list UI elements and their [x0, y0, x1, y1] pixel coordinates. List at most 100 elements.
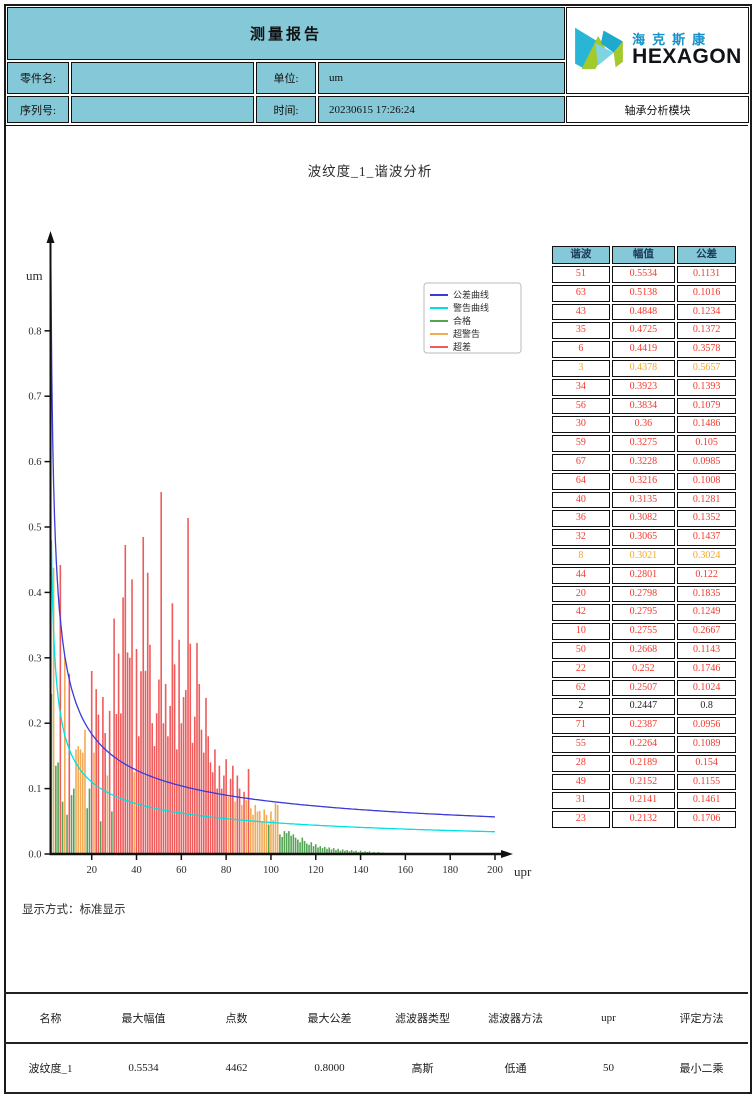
harmonic-cell: 63	[552, 284, 610, 302]
harmonic-cell: 0.3082	[611, 510, 676, 528]
x-tick-label: 80	[221, 865, 232, 876]
harmonic-bar	[323, 846, 326, 854]
harmonic-bar	[234, 801, 236, 854]
harmonic-cell: 0.2264	[611, 735, 676, 753]
harmonic-bar	[131, 579, 133, 854]
harmonic-table: 谐波 幅值 公差 51 0.5534 0.1131 63 0.5138 0.1016 43 0…	[550, 244, 738, 830]
summary-data-cell: 50	[603, 1062, 614, 1074]
y-axis-unit: um	[26, 268, 43, 283]
harmonic-bar	[133, 772, 136, 854]
harmonic-bar	[129, 657, 131, 854]
harmonic-table-body: 51 0.5534 0.1131 63 0.5138 0.1016 43 0.4848 0.12…	[552, 266, 736, 828]
harmonic-bar	[193, 716, 196, 854]
y-axis-arrow	[46, 231, 55, 243]
harmonic-bar	[207, 736, 210, 854]
harmonic-row: 63 0.5138 0.1016	[552, 284, 736, 302]
harmonic-cell: 35	[552, 322, 610, 340]
harmonic-bar	[294, 837, 297, 854]
harmonic-bar	[182, 697, 185, 854]
harmonic-cell: 0.2507	[611, 679, 676, 697]
harmonic-cell: 0.1024	[677, 679, 736, 697]
harmonic-cell: 0.2668	[611, 641, 676, 659]
harmonic-bar	[337, 848, 339, 854]
x-tick-label: 160	[398, 865, 414, 876]
harmonic-cell: 28	[552, 754, 610, 772]
harmonic-row: 44 0.2801 0.122	[552, 566, 736, 584]
harmonic-bar	[232, 765, 234, 854]
x-tick-label: 40	[131, 865, 142, 876]
harmonic-row: 36 0.3082 0.1352	[552, 510, 736, 528]
harmonic-row: 32 0.3065 0.1437	[552, 529, 736, 546]
harmonic-bar	[158, 679, 160, 854]
harmonic-bar	[135, 648, 138, 854]
harmonic-bar	[164, 683, 167, 854]
harmonic-cell: 0.1437	[677, 529, 736, 546]
harmonic-bar	[258, 810, 261, 854]
summary-data-row: 波纹度_1 0.5534 4462 0.8000 高斯 低通 50 最小二乘	[4, 1042, 748, 1092]
unit-label: 单位:	[256, 62, 316, 94]
harmonic-bar	[198, 683, 201, 854]
content-divider	[4, 125, 748, 126]
harmonic-cell: 0.3578	[677, 341, 736, 358]
harmonic-bar	[187, 517, 189, 854]
harmonic-bar	[79, 749, 82, 854]
harmonic-bar	[142, 536, 145, 854]
harmonic-row: 34 0.3923 0.1393	[552, 378, 736, 396]
harmonic-cell: 0.154	[677, 754, 736, 772]
harmonic-bar	[176, 749, 178, 854]
harmonic-bar	[115, 713, 118, 854]
harmonic-bar	[314, 844, 317, 854]
harmonic-bar	[52, 567, 55, 854]
harmonic-bar	[153, 746, 156, 854]
harmonic-bar	[339, 850, 342, 854]
harmonic-bar	[185, 690, 187, 854]
harmonic-bar	[254, 804, 257, 854]
harmonic-bar	[180, 723, 183, 854]
summary-data-cell: 0.8000	[314, 1062, 345, 1074]
harmonic-bar	[303, 840, 306, 854]
y-tick-label: 0.6	[28, 457, 41, 468]
harmonic-bar	[70, 795, 73, 854]
harmonic-bar	[205, 697, 207, 854]
y-tick-label: 0.3	[28, 653, 41, 664]
harmonic-row: 28 0.2189 0.154	[552, 754, 736, 772]
x-tick-label: 60	[176, 865, 187, 876]
harmonic-bar	[241, 804, 243, 854]
harmonic-cell: 10	[552, 623, 610, 640]
harmonic-chart: 0.0 0.1 0.2 0.3 0.4 0.5 0.6 0.7 0.8 20 40 60 80 100 12…	[26, 231, 532, 879]
harmonic-cell: 0.1234	[677, 303, 736, 321]
harmonic-cell: 0.1281	[677, 491, 736, 509]
harmonic-bar	[95, 689, 97, 854]
harmonic-cell: 0.1393	[677, 378, 736, 396]
harmonic-bar	[288, 831, 290, 854]
harmonic-row: 2 0.2447 0.8	[552, 698, 736, 716]
harmonic-bar	[283, 831, 286, 854]
harmonic-cell: 42	[552, 604, 610, 622]
harmonic-cell: 0.3021	[611, 547, 676, 565]
harmonic-bar	[317, 847, 319, 854]
harmonic-bar	[243, 791, 245, 854]
harmonic-bar	[319, 846, 322, 854]
harmonic-cell: 71	[552, 717, 610, 734]
harmonic-bar	[167, 736, 169, 854]
harmonic-cell: 0.2141	[611, 792, 676, 810]
harmonic-row: 71 0.2387 0.0956	[552, 717, 736, 734]
harmonic-row: 56 0.3834 0.1079	[552, 397, 736, 415]
harmonic-cell: 0.1079	[677, 397, 736, 415]
x-tick-label: 120	[308, 865, 324, 876]
harmonic-bar	[301, 837, 304, 854]
y-tick-label: 0.4	[28, 588, 42, 599]
harmonic-bar	[171, 603, 174, 854]
chart-legend-box	[423, 282, 522, 354]
harmonic-bar	[106, 775, 109, 854]
harmonic-row: 55 0.2264 0.1089	[552, 735, 736, 753]
harmonic-cell: 0.5534	[611, 266, 676, 283]
harmonic-cell: 0.2798	[611, 585, 676, 603]
harmonic-bar	[90, 671, 93, 854]
harmonic-bar	[102, 697, 104, 854]
harmonic-bar	[299, 842, 301, 854]
harmonic-cell: 64	[552, 472, 610, 490]
harmonic-row: 51 0.5534 0.1131	[552, 266, 736, 283]
summary-header-cell: upr	[601, 1012, 616, 1024]
harmonic-bar	[111, 811, 113, 854]
